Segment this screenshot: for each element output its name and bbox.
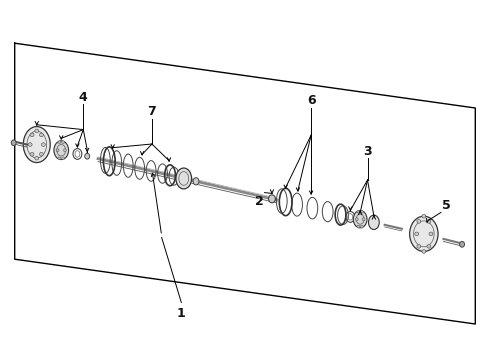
Ellipse shape	[417, 220, 421, 223]
Ellipse shape	[23, 127, 50, 163]
Text: 3: 3	[363, 145, 372, 158]
Ellipse shape	[64, 149, 67, 152]
Ellipse shape	[422, 250, 426, 253]
Ellipse shape	[427, 244, 431, 248]
Ellipse shape	[41, 143, 45, 147]
Text: 6: 6	[307, 94, 316, 107]
Ellipse shape	[58, 157, 61, 160]
Ellipse shape	[415, 232, 418, 236]
Ellipse shape	[360, 225, 363, 228]
Ellipse shape	[11, 140, 16, 146]
Ellipse shape	[357, 225, 360, 228]
Ellipse shape	[58, 141, 61, 144]
Ellipse shape	[357, 210, 360, 213]
Ellipse shape	[40, 133, 44, 137]
Ellipse shape	[85, 153, 90, 159]
Text: 1: 1	[177, 307, 186, 320]
Ellipse shape	[368, 215, 379, 230]
Ellipse shape	[362, 218, 365, 221]
Ellipse shape	[62, 157, 65, 160]
Ellipse shape	[35, 157, 39, 160]
Ellipse shape	[427, 220, 431, 223]
Ellipse shape	[28, 143, 32, 147]
Text: 5: 5	[441, 199, 450, 212]
Ellipse shape	[355, 218, 358, 221]
Text: 7: 7	[147, 105, 156, 118]
Ellipse shape	[56, 149, 59, 152]
Ellipse shape	[460, 242, 465, 247]
Ellipse shape	[35, 129, 39, 133]
Text: 4: 4	[79, 91, 88, 104]
Ellipse shape	[417, 244, 421, 248]
Ellipse shape	[422, 215, 426, 218]
Ellipse shape	[176, 168, 192, 189]
Ellipse shape	[62, 141, 65, 144]
Ellipse shape	[40, 152, 44, 156]
Ellipse shape	[353, 211, 367, 228]
Ellipse shape	[269, 195, 275, 203]
Ellipse shape	[429, 232, 433, 236]
Ellipse shape	[410, 216, 438, 252]
Ellipse shape	[360, 210, 363, 213]
Text: 2: 2	[255, 195, 264, 208]
Ellipse shape	[30, 133, 34, 137]
Ellipse shape	[30, 152, 34, 156]
Ellipse shape	[193, 178, 199, 185]
Ellipse shape	[54, 141, 69, 159]
